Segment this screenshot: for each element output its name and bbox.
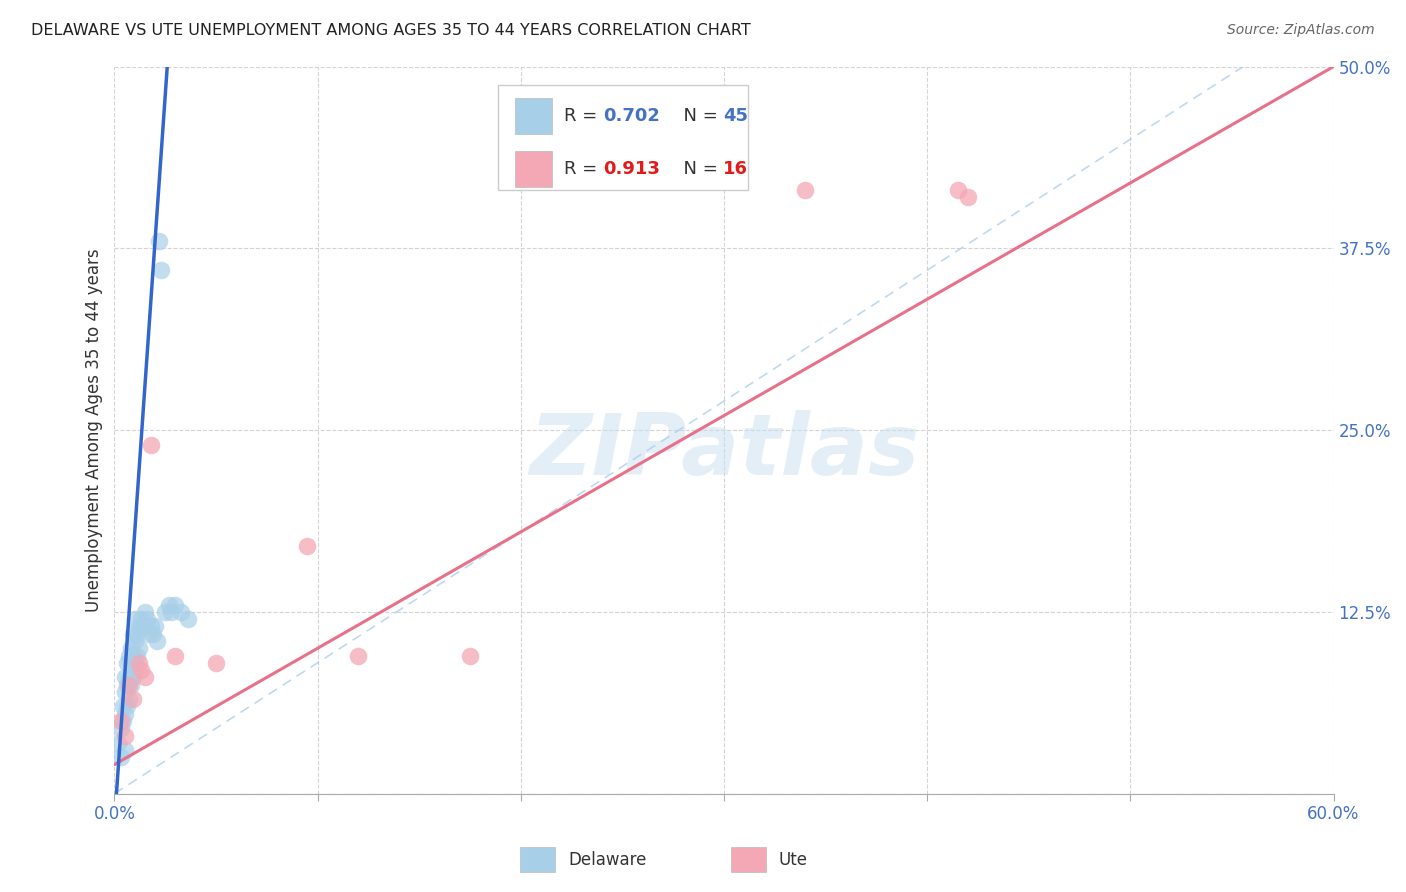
Point bbox=[128, 656, 150, 670]
Point bbox=[121, 648, 143, 663]
Point bbox=[111, 699, 134, 714]
Y-axis label: Unemployment Among Ages 35 to 44 years: Unemployment Among Ages 35 to 44 years bbox=[86, 248, 103, 612]
Text: Source: ZipAtlas.com: Source: ZipAtlas.com bbox=[1227, 23, 1375, 37]
Point bbox=[139, 619, 162, 633]
Point bbox=[121, 626, 143, 640]
Point bbox=[114, 706, 136, 721]
Point bbox=[114, 729, 136, 743]
Point bbox=[125, 626, 148, 640]
Point bbox=[139, 438, 162, 452]
Point bbox=[134, 670, 156, 684]
Point bbox=[129, 612, 152, 626]
Point bbox=[132, 619, 155, 633]
Text: ZIPatlas: ZIPatlas bbox=[529, 410, 920, 493]
Point bbox=[155, 605, 177, 619]
Point bbox=[110, 721, 132, 735]
Point bbox=[110, 750, 132, 764]
Point bbox=[176, 612, 198, 626]
Text: 16: 16 bbox=[723, 160, 748, 178]
Point bbox=[107, 736, 129, 750]
Point bbox=[115, 656, 138, 670]
Point bbox=[143, 619, 166, 633]
Point bbox=[114, 743, 136, 757]
Point bbox=[134, 605, 156, 619]
Text: N =: N = bbox=[672, 107, 723, 125]
Point bbox=[124, 612, 146, 626]
Point bbox=[165, 648, 187, 663]
Point bbox=[117, 648, 139, 663]
Point bbox=[128, 641, 150, 656]
Point bbox=[111, 714, 134, 728]
Text: N =: N = bbox=[672, 160, 723, 178]
Point bbox=[125, 648, 148, 663]
Text: R =: R = bbox=[564, 107, 603, 125]
Point bbox=[946, 183, 969, 197]
Text: Ute: Ute bbox=[779, 851, 808, 869]
Point bbox=[117, 670, 139, 684]
Point bbox=[124, 656, 146, 670]
Text: 0.913: 0.913 bbox=[603, 160, 661, 178]
Point bbox=[121, 670, 143, 684]
Point bbox=[138, 626, 160, 640]
Text: 45: 45 bbox=[723, 107, 748, 125]
Point bbox=[142, 626, 165, 640]
Text: DELAWARE VS UTE UNEMPLOYMENT AMONG AGES 35 TO 44 YEARS CORRELATION CHART: DELAWARE VS UTE UNEMPLOYMENT AMONG AGES … bbox=[31, 23, 751, 38]
Point bbox=[160, 605, 183, 619]
Point bbox=[347, 648, 370, 663]
Text: Delaware: Delaware bbox=[568, 851, 647, 869]
Point bbox=[146, 634, 169, 648]
Point bbox=[148, 234, 170, 248]
Point bbox=[117, 678, 139, 692]
Point bbox=[170, 605, 193, 619]
Point bbox=[157, 598, 180, 612]
FancyBboxPatch shape bbox=[516, 98, 553, 134]
Point bbox=[124, 634, 146, 648]
FancyBboxPatch shape bbox=[516, 151, 553, 187]
Point bbox=[205, 656, 228, 670]
Point bbox=[794, 183, 817, 197]
Point bbox=[114, 685, 136, 699]
FancyBboxPatch shape bbox=[499, 85, 748, 190]
Point bbox=[115, 699, 138, 714]
Point bbox=[114, 670, 136, 684]
Point bbox=[165, 598, 187, 612]
Point bbox=[120, 678, 142, 692]
Text: R =: R = bbox=[564, 160, 603, 178]
Point bbox=[120, 641, 142, 656]
Point bbox=[120, 656, 142, 670]
Point bbox=[121, 692, 143, 706]
Point bbox=[956, 190, 979, 204]
Point bbox=[115, 678, 138, 692]
Point bbox=[135, 612, 157, 626]
Point bbox=[128, 619, 150, 633]
Point bbox=[458, 648, 481, 663]
Point bbox=[297, 540, 319, 554]
Point bbox=[129, 663, 152, 677]
Point bbox=[117, 692, 139, 706]
Text: 0.702: 0.702 bbox=[603, 107, 661, 125]
Point bbox=[150, 263, 173, 277]
Point bbox=[110, 714, 132, 728]
